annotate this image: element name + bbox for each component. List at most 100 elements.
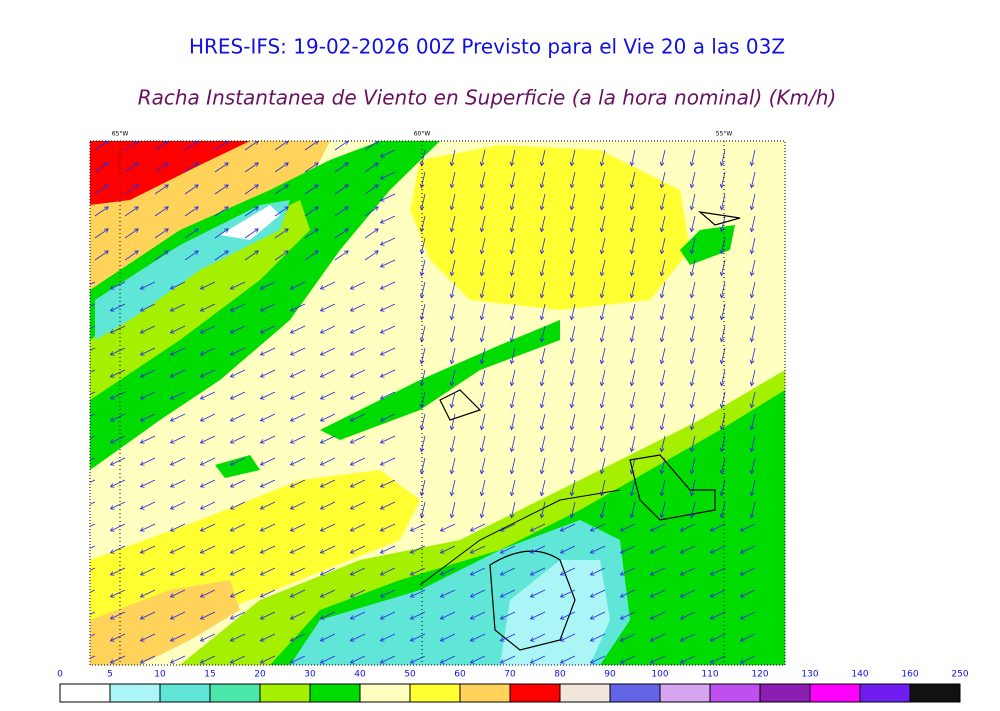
wind-arrow-head [529,527,535,532]
wind-arrow [690,259,696,276]
field-yellow [410,145,690,310]
wind-arrow-head [689,425,695,431]
wind-arrow [154,206,169,217]
colorbar: 0 5 10 15 20 30 40 50 60 70 80 90 100 110 120 130 140 160… [57,670,969,703]
wind-arrow [600,479,606,496]
wind-arrow-head [314,228,319,233]
wind-arrow-head [719,425,725,431]
wind-arrow [690,391,696,408]
wind-arrow [740,589,756,598]
wind-arrow [750,435,756,452]
wind-arrow [530,545,546,554]
wind-arrow [214,250,229,261]
wind-arrow [540,391,546,408]
wind-arrow [470,523,486,532]
wind-arrow [600,303,606,320]
wind-arrow-head [259,439,265,444]
wind-arrow-head [509,161,515,167]
wind-arrow [94,206,109,217]
wind-arrow [480,193,486,210]
wind-arrow-head [479,513,485,519]
wind-arrow-head [599,447,605,453]
wind-arrow-head [689,403,695,409]
wind-arrow [590,589,606,598]
wind-arrow [590,611,606,620]
wind-arrow [450,347,456,364]
wind-arrow [230,633,246,642]
wind-arrow-head [224,250,229,255]
wind-arrow-head [349,593,355,598]
wind-arrow [350,281,366,290]
wind-arrow [230,281,246,290]
wind-arrow-head [169,329,175,334]
wind-arrow-head [629,491,635,497]
wind-arrow-head [229,527,235,532]
wind-arrow [90,303,96,307]
wind-arrow [260,303,276,312]
wind-arrow [124,184,139,195]
wind-arrow-head [109,527,115,532]
wind-arrow [750,237,756,254]
wind-arrow [650,589,666,598]
wind-arrow-head [649,593,655,598]
wind-arrow [440,633,456,642]
wind-arrow [750,281,756,298]
wind-arrow-head [449,271,455,277]
colorbar-box [159,683,211,703]
wind-arrow-head [649,527,655,532]
wind-arrow [334,162,349,173]
wind-arrow-head [139,439,145,444]
wind-arrow-head [319,351,325,356]
wind-arrow-head [379,659,385,664]
wind-arrow [380,479,396,488]
wind-arrow-head [199,637,205,642]
wind-arrow [184,141,199,151]
wind-arrow-head [659,513,665,519]
wind-arrow [230,545,246,554]
wind-arrow-head [419,227,425,233]
wind-arrow-head [109,615,115,620]
wind-arrow-head [169,659,175,664]
wind-arrow [740,523,756,532]
wind-arrow-head [589,659,595,664]
wind-arrow [140,369,156,378]
colorbar-label: 80 [554,670,566,680]
wind-arrow [440,523,456,532]
wind-arrow [420,325,426,342]
wind-arrow [450,215,456,232]
wind-arrow-head [104,162,109,167]
wind-arrow [690,303,696,320]
wind-arrow [380,413,396,422]
wind-arrow-head [659,359,665,365]
wind-arrow [170,567,186,576]
wind-arrow-head [629,249,635,255]
wind-arrow-head [559,659,565,664]
colorbar-box [409,683,461,703]
wind-arrow-head [319,439,325,444]
colorbar-box [459,683,511,703]
wind-arrow-head [81,374,85,378]
wind-arrow-head [199,549,205,554]
wind-arrow-head [139,615,145,620]
wind-arrow [690,149,696,166]
wind-arrow [290,457,306,466]
wind-arrow [380,303,396,312]
wind-arrow [600,325,606,342]
wind-arrow-head [139,329,145,334]
wind-arrow-head [619,527,625,532]
wind-arrow-head [229,461,235,466]
wind-arrow-head [479,161,485,167]
wind-arrow-head [199,351,205,356]
wind-arrow [260,545,276,554]
wind-arrow-head [379,197,385,202]
wind-arrow-head [139,307,145,312]
wind-arrow-head [619,571,625,576]
wind-arrow [650,523,666,532]
wind-arrow-head [629,447,635,453]
wind-arrow [200,479,216,488]
wind-arrow [274,184,289,195]
wind-arrow [690,281,696,298]
wind-arrow-head [419,249,425,255]
wind-arrow [690,193,696,210]
wind-arrow [510,347,516,364]
